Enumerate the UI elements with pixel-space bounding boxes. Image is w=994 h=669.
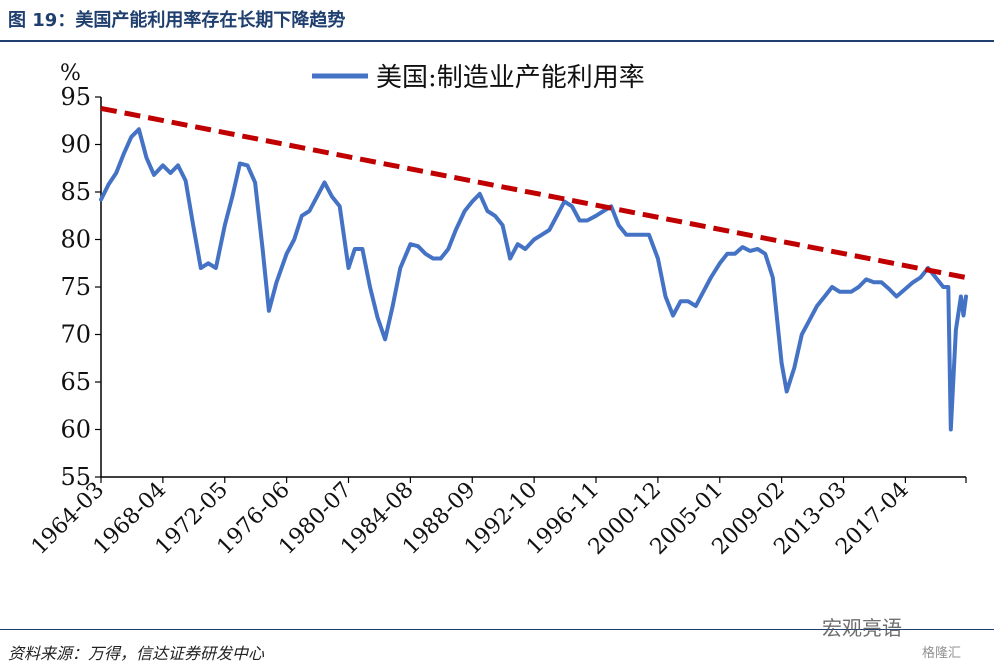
- y-tick-label: 85: [60, 178, 91, 206]
- trend-line: [100, 105, 967, 280]
- y-unit-label: %: [60, 61, 81, 86]
- y-tick-label: 90: [60, 131, 91, 159]
- source-note: 资料来源：万得，信达证券研发中心: [8, 644, 265, 663]
- series-line-manufacturing-utilization: [99, 127, 968, 432]
- y-tick-label: 75: [60, 273, 91, 301]
- watermark-subtext: 格隆汇: [922, 646, 962, 661]
- title-rule: [0, 40, 994, 42]
- y-tick-label: 65: [60, 368, 91, 396]
- y-tick-label: 70: [60, 321, 91, 349]
- watermark-text: 宏观亮语: [822, 616, 902, 640]
- y-tick-label: 95: [60, 83, 91, 111]
- series-layer: [99, 105, 968, 432]
- legend: 美国:制造业产能利用率: [312, 63, 645, 93]
- y-tick-label: 55: [60, 463, 91, 491]
- axes-layer: 5560657075808590951964-031968-041972-051…: [27, 83, 967, 560]
- figure-title: 图 19：美国产能利用率存在长期下降趋势: [8, 10, 346, 31]
- y-tick-label: 60: [60, 416, 91, 444]
- footer-rule: [0, 629, 994, 630]
- legend-label-manufacturing: 美国:制造业产能利用率: [376, 63, 645, 93]
- y-tick-label: 80: [60, 226, 91, 254]
